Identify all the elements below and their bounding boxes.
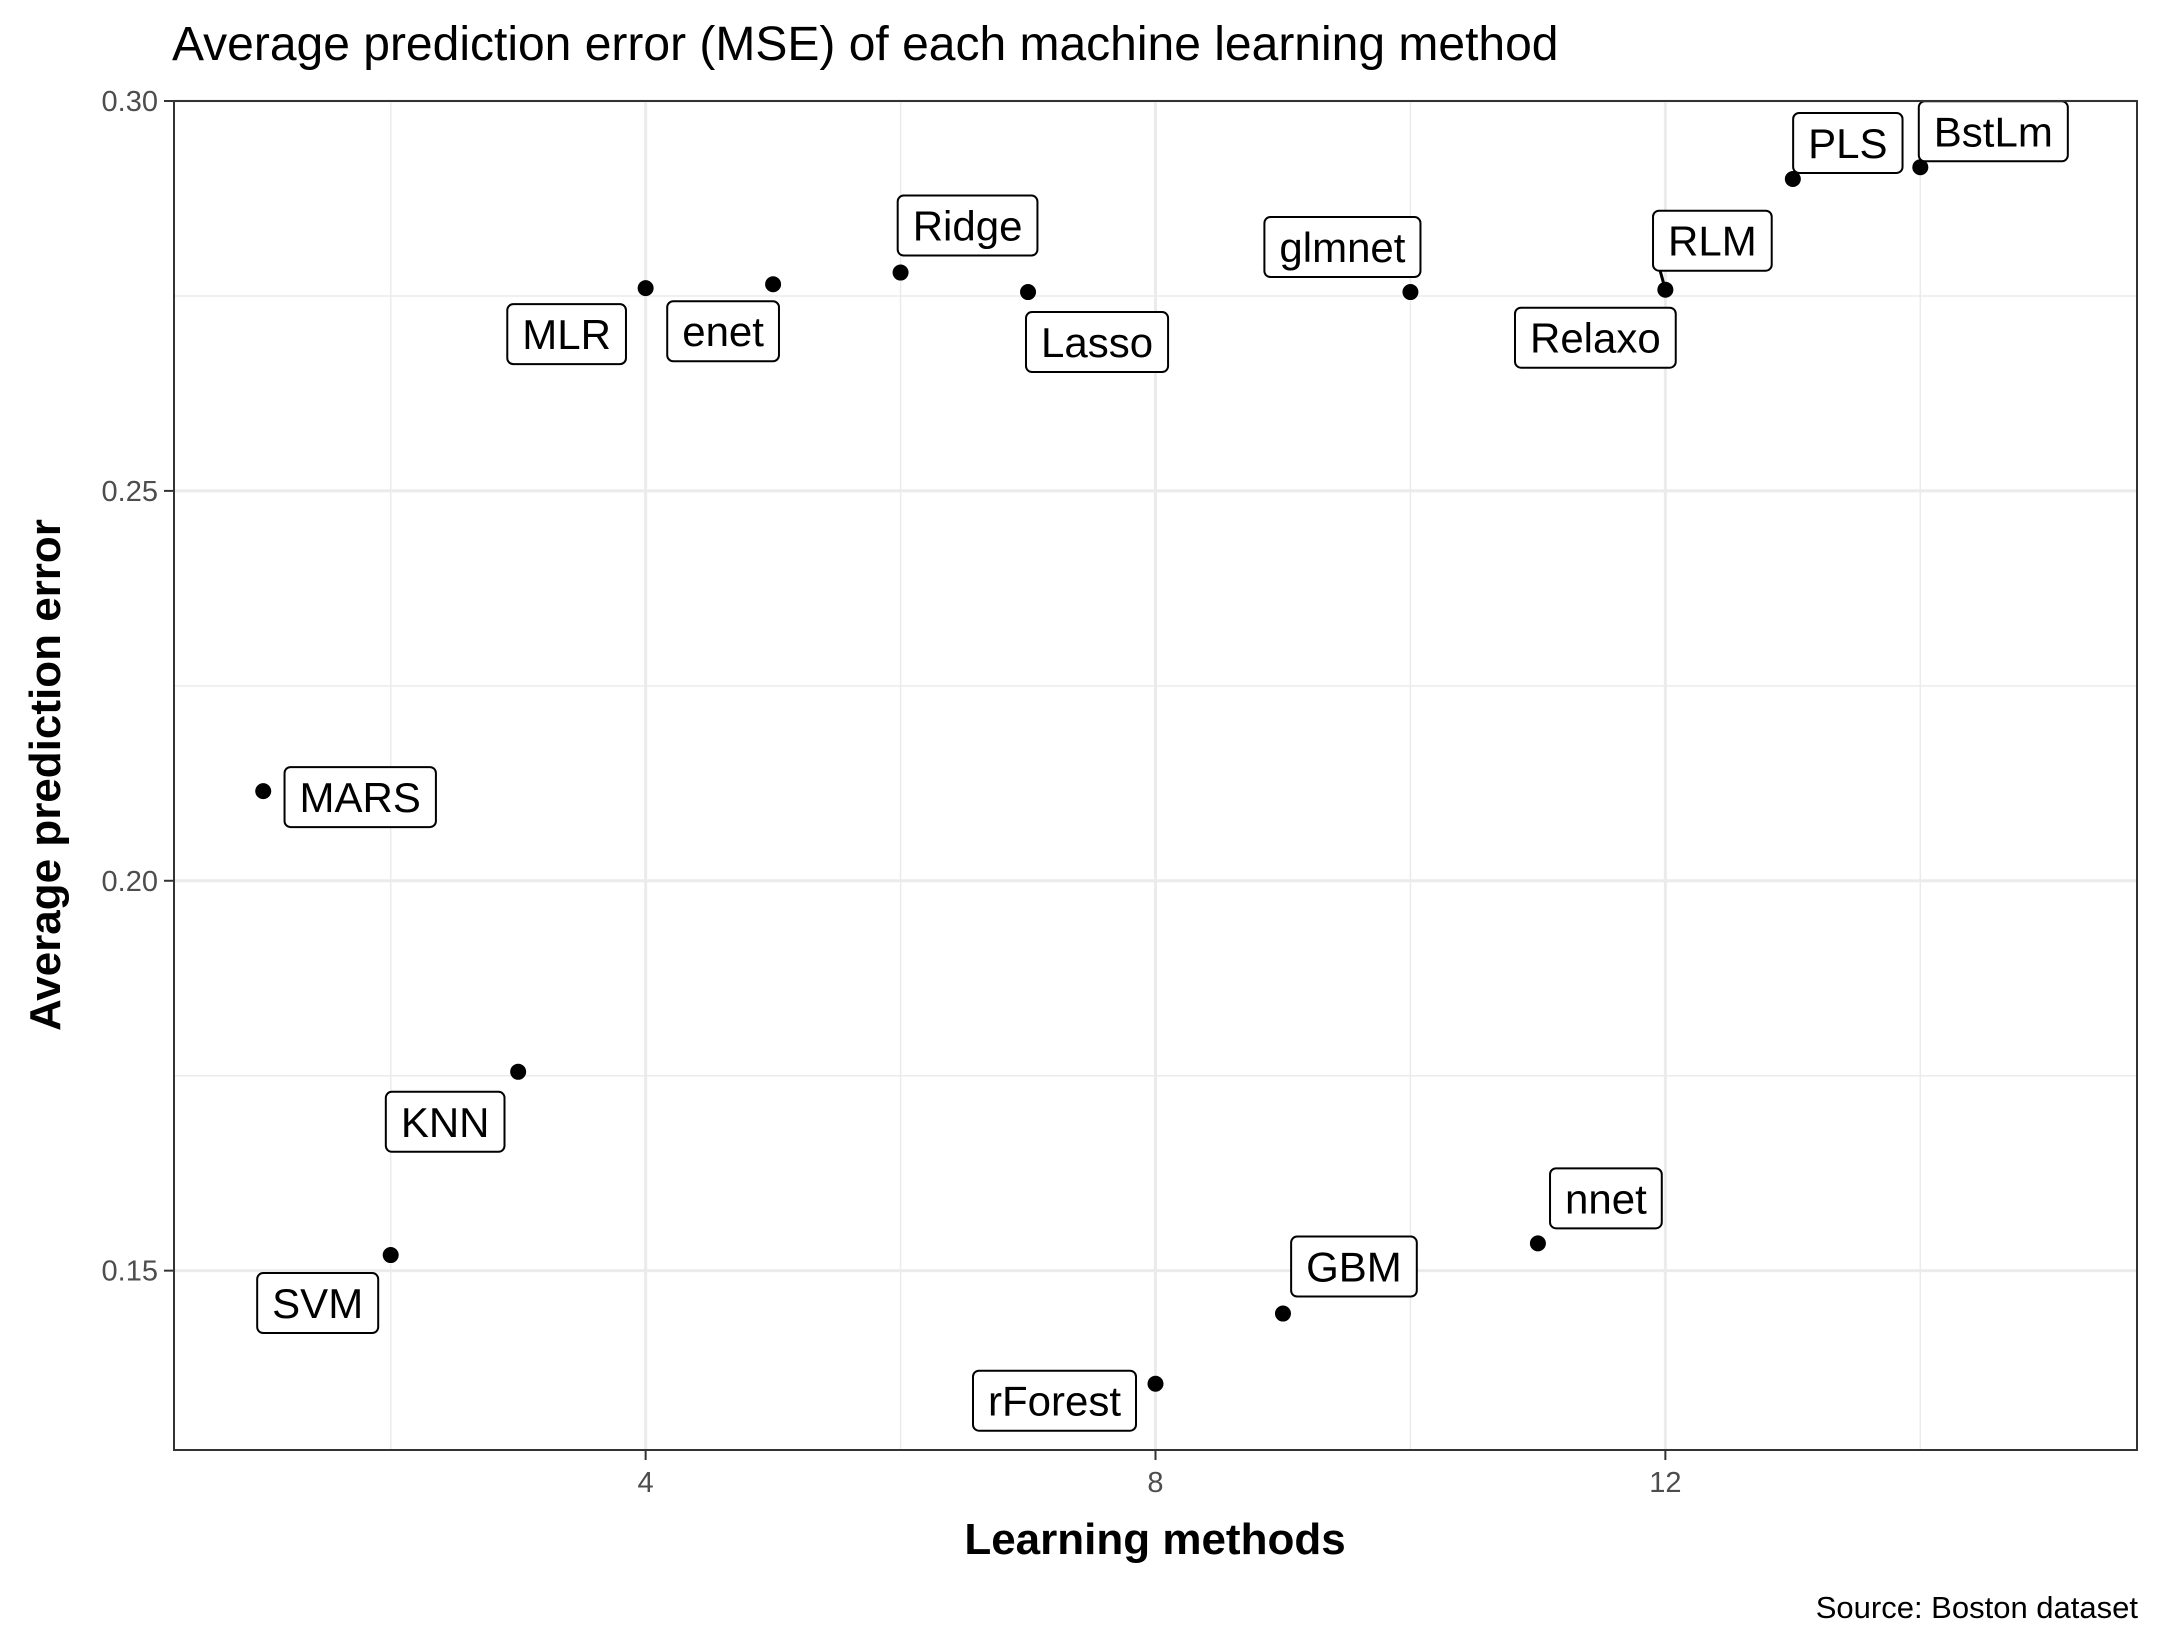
point-label-lasso: Lasso	[1024, 311, 1170, 374]
grid	[174, 99, 2137, 1450]
x-tick-label: 12	[1649, 1467, 1681, 1499]
point-label-ridge: Ridge	[896, 194, 1039, 257]
x-tick-label: 8	[1147, 1467, 1163, 1499]
point-label-svm: SVM	[256, 1272, 380, 1335]
svg-text:glmnet: glmnet	[1279, 224, 1405, 271]
svg-text:PLS: PLS	[1808, 120, 1887, 167]
point-label-pls: PLS	[1792, 111, 1904, 174]
data-point-svm	[382, 1247, 399, 1264]
svg-text:GBM: GBM	[1306, 1244, 1402, 1291]
data-point-mars	[255, 783, 272, 800]
svg-text:RLM: RLM	[1668, 218, 1757, 265]
chart-title: Average prediction error (MSE) of each m…	[172, 18, 1559, 71]
y-tick-label: 0.15	[102, 1256, 158, 1288]
data-point-knn	[510, 1063, 527, 1080]
svg-text:nnet: nnet	[1565, 1175, 1647, 1222]
data-points	[255, 159, 1929, 1392]
svg-text:enet: enet	[682, 308, 764, 355]
svg-text:Ridge: Ridge	[913, 203, 1023, 250]
x-axis-title: Learning methods	[964, 1515, 1345, 1564]
svg-text:rForest: rForest	[988, 1378, 1121, 1425]
data-point-mlr	[637, 280, 654, 297]
data-point-nnet	[1529, 1235, 1546, 1252]
data-point-ridge	[892, 264, 909, 281]
y-tick-label: 0.25	[102, 476, 158, 508]
svg-text:MARS: MARS	[300, 774, 421, 821]
point-label-mlr: MLR	[506, 303, 627, 366]
point-label-mars: MARS	[283, 766, 437, 829]
data-point-pls	[1784, 170, 1801, 187]
data-point-bstlm	[1912, 159, 1929, 176]
svg-text:Lasso: Lasso	[1041, 319, 1153, 366]
point-label-rlm: RLM	[1652, 209, 1773, 272]
panel-border	[173, 100, 2138, 1451]
y-tick-label: 0.20	[102, 866, 158, 898]
point-labels: MARS SVM KNN MLR enet Ridge Lasso rForest GBM glm…	[256, 100, 2069, 1432]
svg-text:KNN: KNN	[401, 1099, 490, 1146]
point-label-rforest: rForest	[971, 1369, 1138, 1432]
point-label-gbm: GBM	[1290, 1235, 1418, 1298]
point-label-relaxo: Relaxo	[1513, 306, 1677, 369]
data-point-gbm	[1274, 1305, 1291, 1322]
axis-ticks: 4 8 12 0.15 0.20 0.25 0.30	[102, 86, 1682, 1499]
point-label-bstlm: BstLm	[1917, 100, 2069, 163]
data-point-enet	[765, 276, 782, 293]
svg-text:Relaxo: Relaxo	[1530, 315, 1661, 362]
y-tick-label: 0.30	[102, 86, 158, 118]
svg-text:SVM: SVM	[272, 1280, 363, 1327]
point-label-glmnet: glmnet	[1263, 216, 1422, 279]
data-point-rforest	[1147, 1375, 1164, 1392]
point-label-nnet: nnet	[1549, 1167, 1663, 1230]
data-point-lasso	[1020, 284, 1037, 301]
chart-caption: Source: Boston dataset	[1816, 1590, 2139, 1625]
x-tick-label: 4	[638, 1467, 654, 1499]
y-axis-title: Average prediction error	[21, 519, 70, 1031]
point-label-knn: KNN	[384, 1090, 506, 1153]
data-point-glmnet	[1402, 284, 1419, 301]
svg-text:MLR: MLR	[522, 311, 611, 358]
svg-text:BstLm: BstLm	[1934, 108, 2053, 155]
point-label-enet: enet	[666, 300, 780, 363]
data-point-relaxo	[1657, 281, 1674, 298]
